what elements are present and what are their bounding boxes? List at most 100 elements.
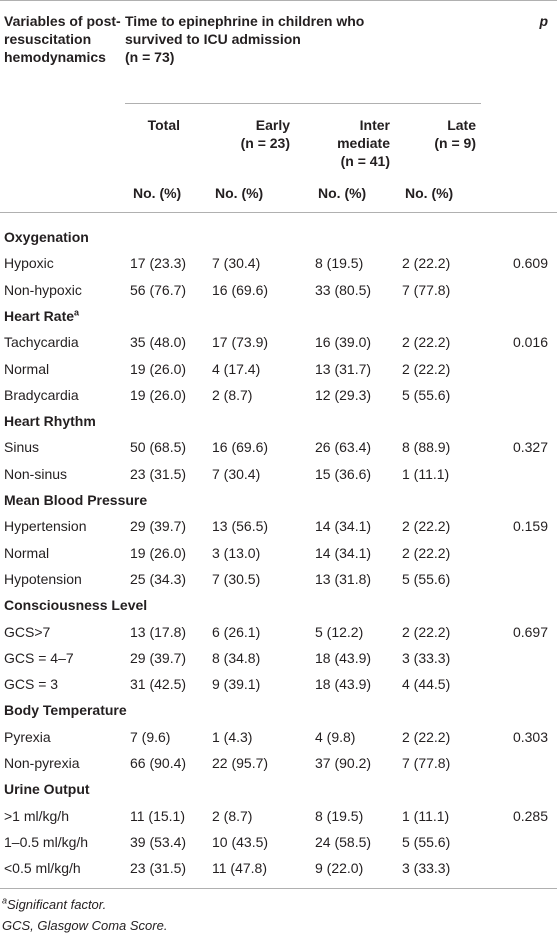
section-title: Body Temperature (4, 701, 127, 719)
cell: 29 (39.7) (130, 518, 187, 535)
section-title-text: Mean Blood Pressure (4, 492, 148, 508)
cell: 9 (22.0) (315, 860, 364, 877)
cell: 4 (17.4) (212, 360, 261, 377)
cell: 23 (31.5) (130, 860, 187, 877)
cell: 13 (31.8) (315, 570, 372, 587)
row-label: Hypoxic (4, 255, 54, 272)
cell: 7 (77.8) (402, 281, 451, 298)
cell: 12 (29.3) (315, 386, 372, 403)
cell: 16 (69.6) (212, 439, 269, 456)
section-title-text: Heart Rhythm (4, 413, 96, 430)
column-name: Total (147, 117, 180, 133)
cell: 2 (22.2) (402, 360, 451, 377)
variables-header: Variables of post-resuscitation hemodyna… (4, 13, 121, 65)
cell: 35 (48.0) (130, 334, 187, 351)
footnote-text: GCS, Glasgow Coma Score. (2, 917, 168, 933)
p-header: p (539, 13, 548, 29)
column-unit: No. (%) (133, 185, 182, 201)
section-title: Consciousness Level (4, 596, 147, 614)
cell: 1 (11.1) (402, 465, 450, 482)
cell: 1 (11.1) (402, 807, 450, 824)
section-title-text: Urine Output (4, 781, 90, 798)
section-title: Heart Ratea (4, 307, 79, 325)
cell: 14 (34.1) (315, 518, 372, 535)
cell: 66 (90.4) (130, 755, 187, 771)
cell: 5 (55.6) (402, 570, 451, 587)
row-label: Non-pyrexia (4, 755, 80, 771)
row-label: Hypertension (4, 518, 87, 535)
row-label: 1–0.5 ml/kg/h (4, 833, 89, 850)
p-value: 0.327 (512, 439, 548, 456)
cell: 5 (55.6) (402, 386, 451, 403)
cell: 7 (9.6) (130, 728, 171, 745)
row-label: Non-hypoxic (4, 281, 82, 298)
section-title-text: Heart Rate (4, 307, 75, 324)
group-header: Time to epinephrine in children who surv… (125, 13, 365, 47)
cell: 5 (12.2) (315, 623, 364, 640)
cell: 15 (36.6) (315, 465, 372, 482)
column-header: Total (100, 116, 180, 134)
row-label: Sinus (4, 439, 40, 456)
cell: 37 (90.2) (315, 755, 372, 771)
cell: 8 (34.8) (212, 649, 261, 666)
p-value: 0.697 (512, 623, 548, 640)
rule (0, 887, 557, 889)
cell: 8 (19.5) (315, 807, 364, 824)
column-n: (n = 41) (340, 153, 390, 169)
rule (125, 103, 481, 104)
cell: 19 (26.0) (130, 386, 187, 403)
section-title: Mean Blood Pressure (4, 491, 147, 509)
row-label: Normal (4, 544, 50, 561)
cell: 4 (9.8) (315, 728, 356, 745)
cell: 7 (30.4) (212, 255, 261, 272)
cell: 26 (63.4) (315, 439, 372, 456)
p-value: 0.285 (512, 807, 548, 824)
footnote-text: Significant factor. (7, 896, 107, 912)
cell: 39 (53.4) (130, 833, 187, 850)
section-title-text: Consciousness Level (4, 597, 148, 614)
cell: 13 (17.8) (130, 623, 187, 640)
p-value: 0.159 (512, 518, 548, 535)
cell: 7 (30.4) (212, 465, 261, 482)
cell: 3 (33.3) (402, 860, 451, 877)
cell: 9 (39.1) (212, 676, 261, 693)
section-title-text: Oxygenation (4, 229, 89, 245)
cell: 2 (22.2) (402, 544, 451, 561)
row-label: Tachycardia (4, 334, 79, 351)
column-header: Early (n = 23) (210, 116, 290, 152)
cell: 2 (22.2) (402, 728, 451, 745)
cell: 6 (26.1) (212, 623, 261, 640)
row-label: Non-sinus (4, 465, 68, 482)
section-title-text: Body Temperature (4, 702, 127, 719)
cell: 24 (58.5) (315, 833, 372, 850)
cell: 14 (34.1) (315, 544, 372, 561)
column-header: Late (n = 9) (396, 116, 476, 152)
cell: 7 (30.5) (212, 570, 261, 587)
column-n: (n = 9) (434, 135, 476, 151)
rule (0, 0, 557, 1)
column-n: (n = 23) (240, 135, 290, 151)
cell: 25 (34.3) (130, 570, 187, 587)
section-title: Heart Rhythm (4, 412, 96, 430)
row-label: <0.5 ml/kg/h (4, 860, 81, 877)
cell: 13 (56.5) (212, 518, 269, 535)
cell: 16 (39.0) (315, 334, 372, 351)
cell: 2 (8.7) (212, 386, 253, 403)
column-unit: No. (%) (318, 185, 367, 201)
cell: 23 (31.5) (130, 465, 187, 482)
group-n: (n = 73) (125, 49, 175, 65)
footnote-marker: a (2, 895, 8, 906)
cell: 8 (88.9) (402, 439, 451, 456)
row-label: Pyrexia (4, 728, 51, 745)
rule (0, 212, 557, 213)
column-name: Late (447, 117, 476, 133)
footnote: aSignificant factor. (2, 896, 106, 914)
cell: 17 (23.3) (130, 255, 187, 272)
p-value: 0.303 (512, 728, 548, 745)
cell: 11 (47.8) (212, 860, 267, 877)
column-header: Inter mediate (n = 41) (310, 116, 390, 170)
section-title: Urine Output (4, 780, 90, 798)
column-name: Early (255, 117, 290, 133)
cell: 1 (4.3) (212, 728, 253, 745)
